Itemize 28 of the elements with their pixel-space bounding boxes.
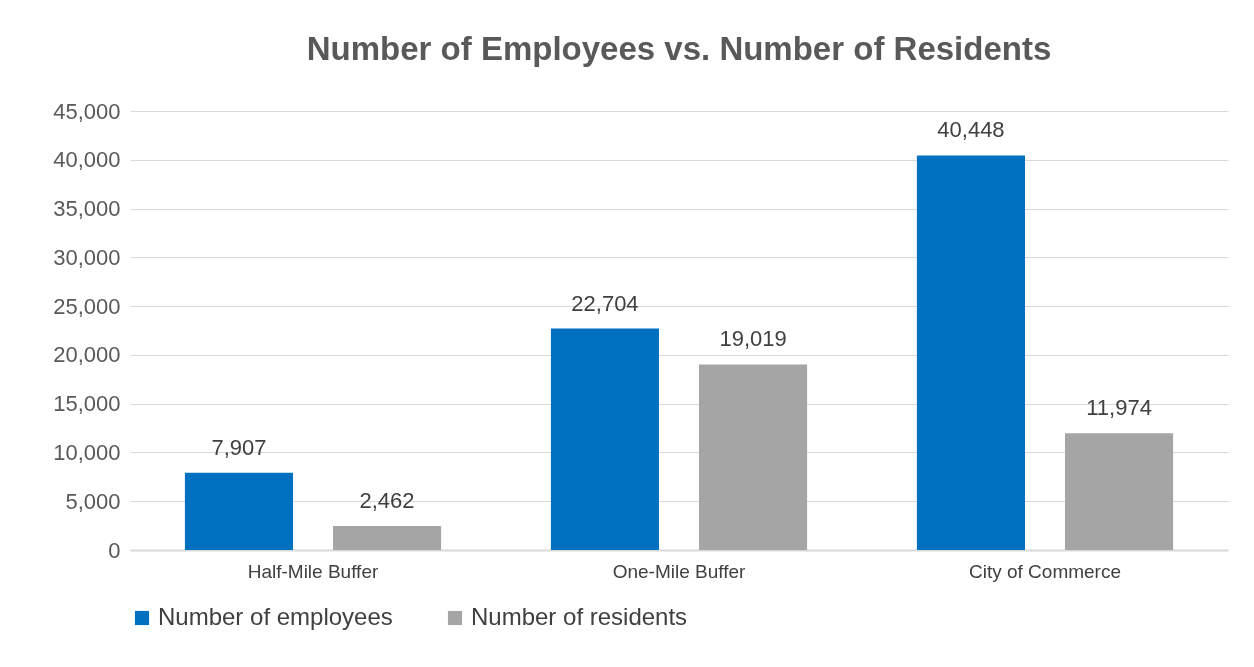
bar [916, 155, 1026, 550]
data-label: 11,974 [1086, 395, 1152, 421]
y-tick-label: 10,000 [53, 439, 121, 465]
y-tick-label: 45,000 [53, 98, 121, 124]
chart-title: Number of Employees vs. Number of Residents [306, 30, 1052, 67]
data-label: 40,448 [937, 117, 1005, 143]
bar [698, 364, 808, 550]
bar [1064, 433, 1174, 550]
legend-label: Number of employees [158, 603, 393, 630]
y-tick-label: 20,000 [53, 342, 121, 368]
bar [184, 472, 294, 550]
x-tick-label: Half-Mile Buffer [247, 560, 379, 582]
y-tick-label: 5,000 [65, 488, 121, 514]
y-tick-label: 30,000 [53, 244, 121, 270]
data-label: 19,019 [719, 326, 787, 352]
data-label: 22,704 [571, 290, 639, 316]
y-tick-label: 15,000 [53, 391, 121, 417]
y-tick-label: 40,000 [53, 147, 121, 173]
y-tick-label: 0 [108, 537, 121, 563]
data-label: 2,462 [359, 487, 415, 513]
bar [550, 328, 660, 550]
legend-label: Number of residents [471, 603, 688, 630]
x-tick-label: City of Commerce [968, 560, 1122, 582]
y-tick-label: 35,000 [53, 196, 121, 222]
y-tick-label: 25,000 [53, 293, 121, 319]
x-tick-label: One-Mile Buffer [612, 560, 747, 582]
data-label: 7,907 [211, 434, 267, 460]
bar [332, 525, 442, 550]
